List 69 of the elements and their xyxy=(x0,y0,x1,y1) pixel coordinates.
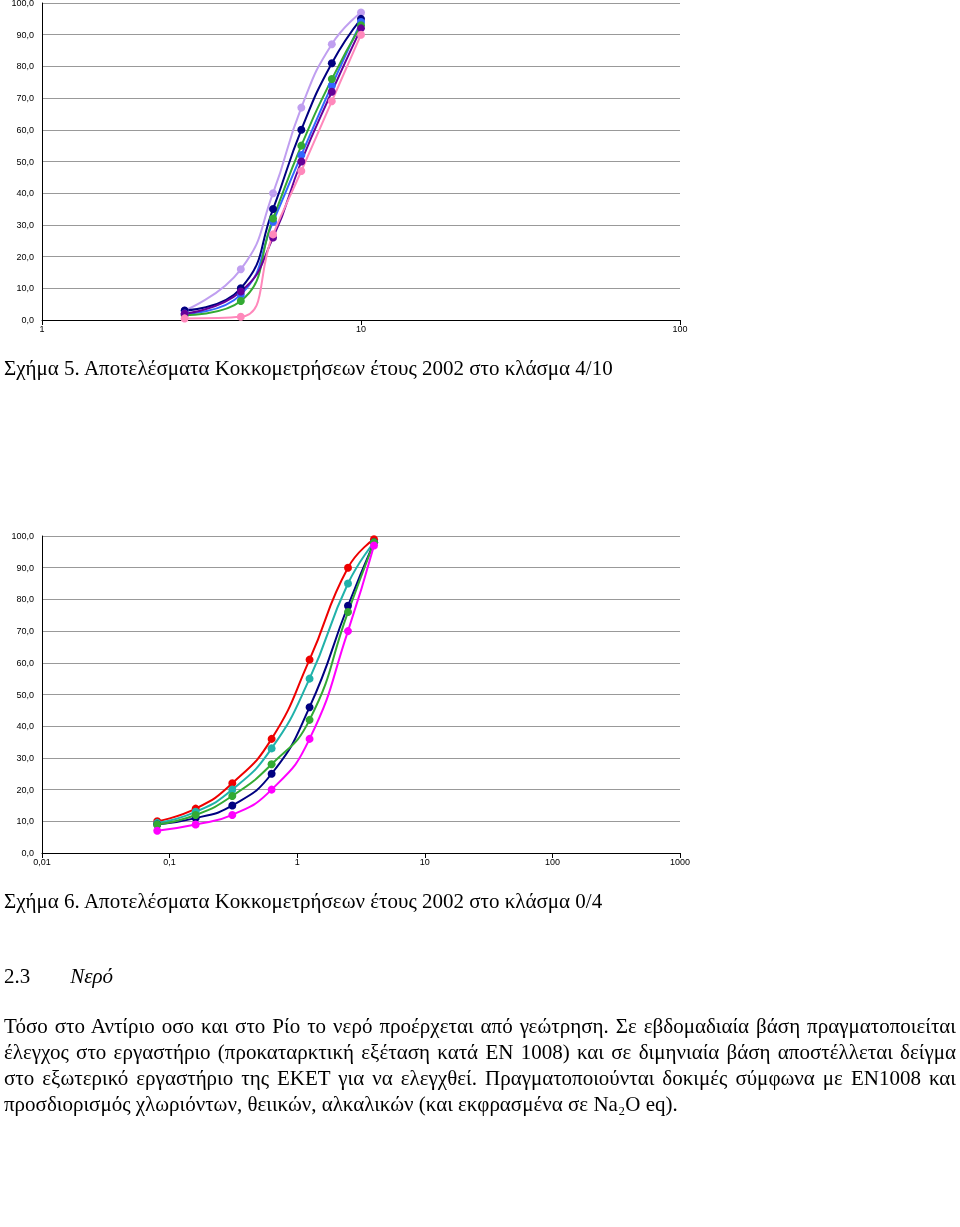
point xyxy=(267,760,276,769)
y-tick-label: 50,0 xyxy=(16,689,34,700)
text: 2.3 Νερό xyxy=(4,964,114,988)
point xyxy=(357,30,365,39)
point xyxy=(305,715,314,724)
y-tick-label: 20,0 xyxy=(16,251,34,262)
y-tick-label: 10,0 xyxy=(16,283,34,294)
point xyxy=(236,265,245,274)
y-tick-label: 60,0 xyxy=(16,124,34,135)
point xyxy=(327,40,336,49)
x-tick-label: 100 xyxy=(672,323,688,334)
text: Σχήμα 5. Αποτελέσματα Κοκκομετρήσεων έτους 2002 στο κλάσμα 4/10 xyxy=(4,356,614,381)
point xyxy=(236,312,245,321)
x-tick-label: 100 xyxy=(544,856,560,867)
point xyxy=(305,674,314,683)
point xyxy=(297,167,306,176)
x-tick-label: 1000 xyxy=(669,856,691,867)
y-tick-label: 70,0 xyxy=(16,93,34,104)
y-tick-label: 70,0 xyxy=(16,626,34,637)
point xyxy=(236,296,245,305)
point xyxy=(297,103,306,112)
point xyxy=(267,785,276,794)
point xyxy=(267,769,276,778)
point xyxy=(297,157,306,166)
y-tick-label: 10,0 xyxy=(16,816,34,827)
point xyxy=(228,779,237,788)
point xyxy=(228,801,237,810)
point xyxy=(327,97,336,106)
point xyxy=(327,59,336,68)
y-tick-label: 30,0 xyxy=(16,219,34,230)
point xyxy=(267,744,276,753)
y-tick-label: 40,0 xyxy=(16,188,34,199)
y-tick-label: 80,0 xyxy=(16,594,34,605)
point xyxy=(305,655,314,664)
text: Τόσο στο Αντίριο οσο και στο Ρίο το νερό προέρχεται από γεώτρηση. Σε εβδομαδιαία βάση πραγματοποιείται έλεγχος στο εργαστήριο (προκαταρκτική εξέταση κατά ΕΝ 1008) και σε διμηνιαία βάση αποστέλλεται δείγμα στο εξωτερικό εργαστήριο της ΕΚΕΤ για να ελεγχθεί. Πραγματοποιούνται δοκιμές σύμφωνα με ΕΝ1008 και προσδιορισμός χλωριόντων, θειικών, αλκαλικών (και εκφρασμένα σε Na₂O eq). xyxy=(4,1013,956,1117)
point xyxy=(267,734,276,743)
point xyxy=(153,826,162,835)
y-tick-label: 60,0 xyxy=(16,657,34,668)
point xyxy=(343,608,352,617)
point xyxy=(228,791,237,800)
y-tick-label: 20,0 xyxy=(16,784,34,795)
x-tick-label: 10 xyxy=(355,323,367,334)
y-tick-label: 100,0 xyxy=(11,0,34,8)
point xyxy=(343,579,352,588)
text: Σχήμα 6. Αποτελέσματα Κοκκομετρήσεων έτους 2002 στο κλάσμα 0/4 xyxy=(4,889,604,914)
point xyxy=(297,125,306,134)
point xyxy=(305,703,314,712)
point xyxy=(343,563,352,572)
y-tick-label: 30,0 xyxy=(16,752,34,763)
x-tick-label: 1 xyxy=(39,323,45,334)
point xyxy=(191,820,200,829)
y-tick-label: 50,0 xyxy=(16,156,34,167)
y-tick-label: 0,0 xyxy=(21,848,34,858)
x-tick-label: 0,1 xyxy=(163,856,176,867)
x-tick-label: 10 xyxy=(419,856,430,867)
y-tick-label: 100,0 xyxy=(11,531,34,541)
point xyxy=(327,75,336,84)
y-tick-label: 0,0 xyxy=(21,315,34,325)
point xyxy=(297,141,306,150)
y-tick-label: 40,0 xyxy=(16,721,34,732)
point xyxy=(327,87,336,96)
point xyxy=(343,627,352,636)
point xyxy=(228,810,237,819)
x-tick-label: 0,01 xyxy=(33,856,51,867)
y-tick-label: 90,0 xyxy=(16,29,34,40)
point xyxy=(305,734,314,743)
y-tick-label: 90,0 xyxy=(16,562,34,573)
y-tick-label: 80,0 xyxy=(16,61,34,72)
x-tick-label: 1 xyxy=(294,856,300,867)
